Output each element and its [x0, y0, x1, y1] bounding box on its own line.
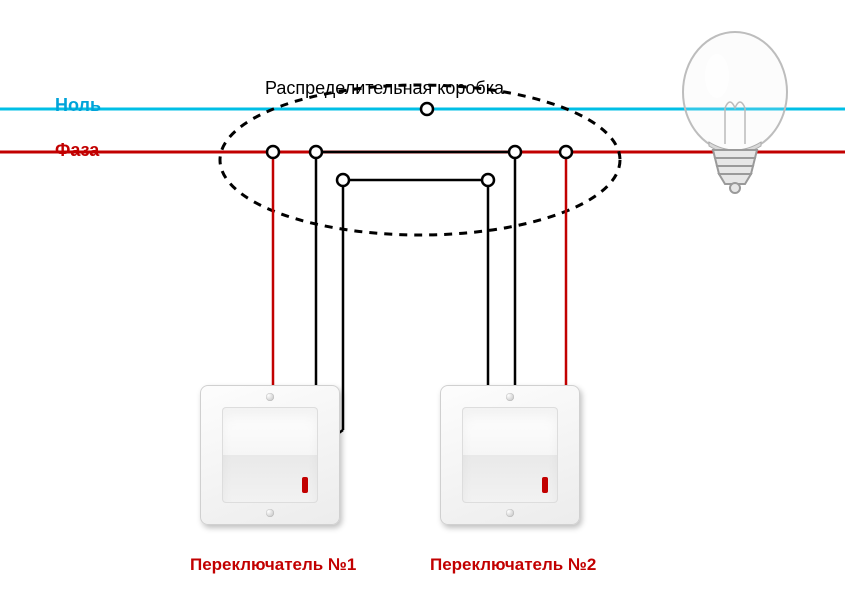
switch-1	[200, 385, 340, 525]
light-bulb	[683, 32, 787, 193]
screw-icon	[266, 393, 274, 401]
switch2-label: Переключатель №2	[430, 555, 596, 575]
junction-nodes	[267, 103, 572, 186]
screw-icon	[506, 509, 514, 517]
switch-rocker[interactable]	[462, 407, 558, 503]
switch1-label: Переключатель №1	[190, 555, 356, 575]
diagram-stage: Ноль Фаза Распределительная коробка Пере…	[0, 0, 845, 589]
junction-box-label: Распределительная коробка	[265, 78, 504, 99]
switch-rocker[interactable]	[222, 407, 318, 503]
indicator-led	[302, 477, 308, 493]
phase-label: Фаза	[55, 140, 99, 161]
screw-icon	[266, 509, 274, 517]
screw-icon	[506, 393, 514, 401]
indicator-led	[542, 477, 548, 493]
switch-2	[440, 385, 580, 525]
neutral-label: Ноль	[55, 95, 101, 116]
